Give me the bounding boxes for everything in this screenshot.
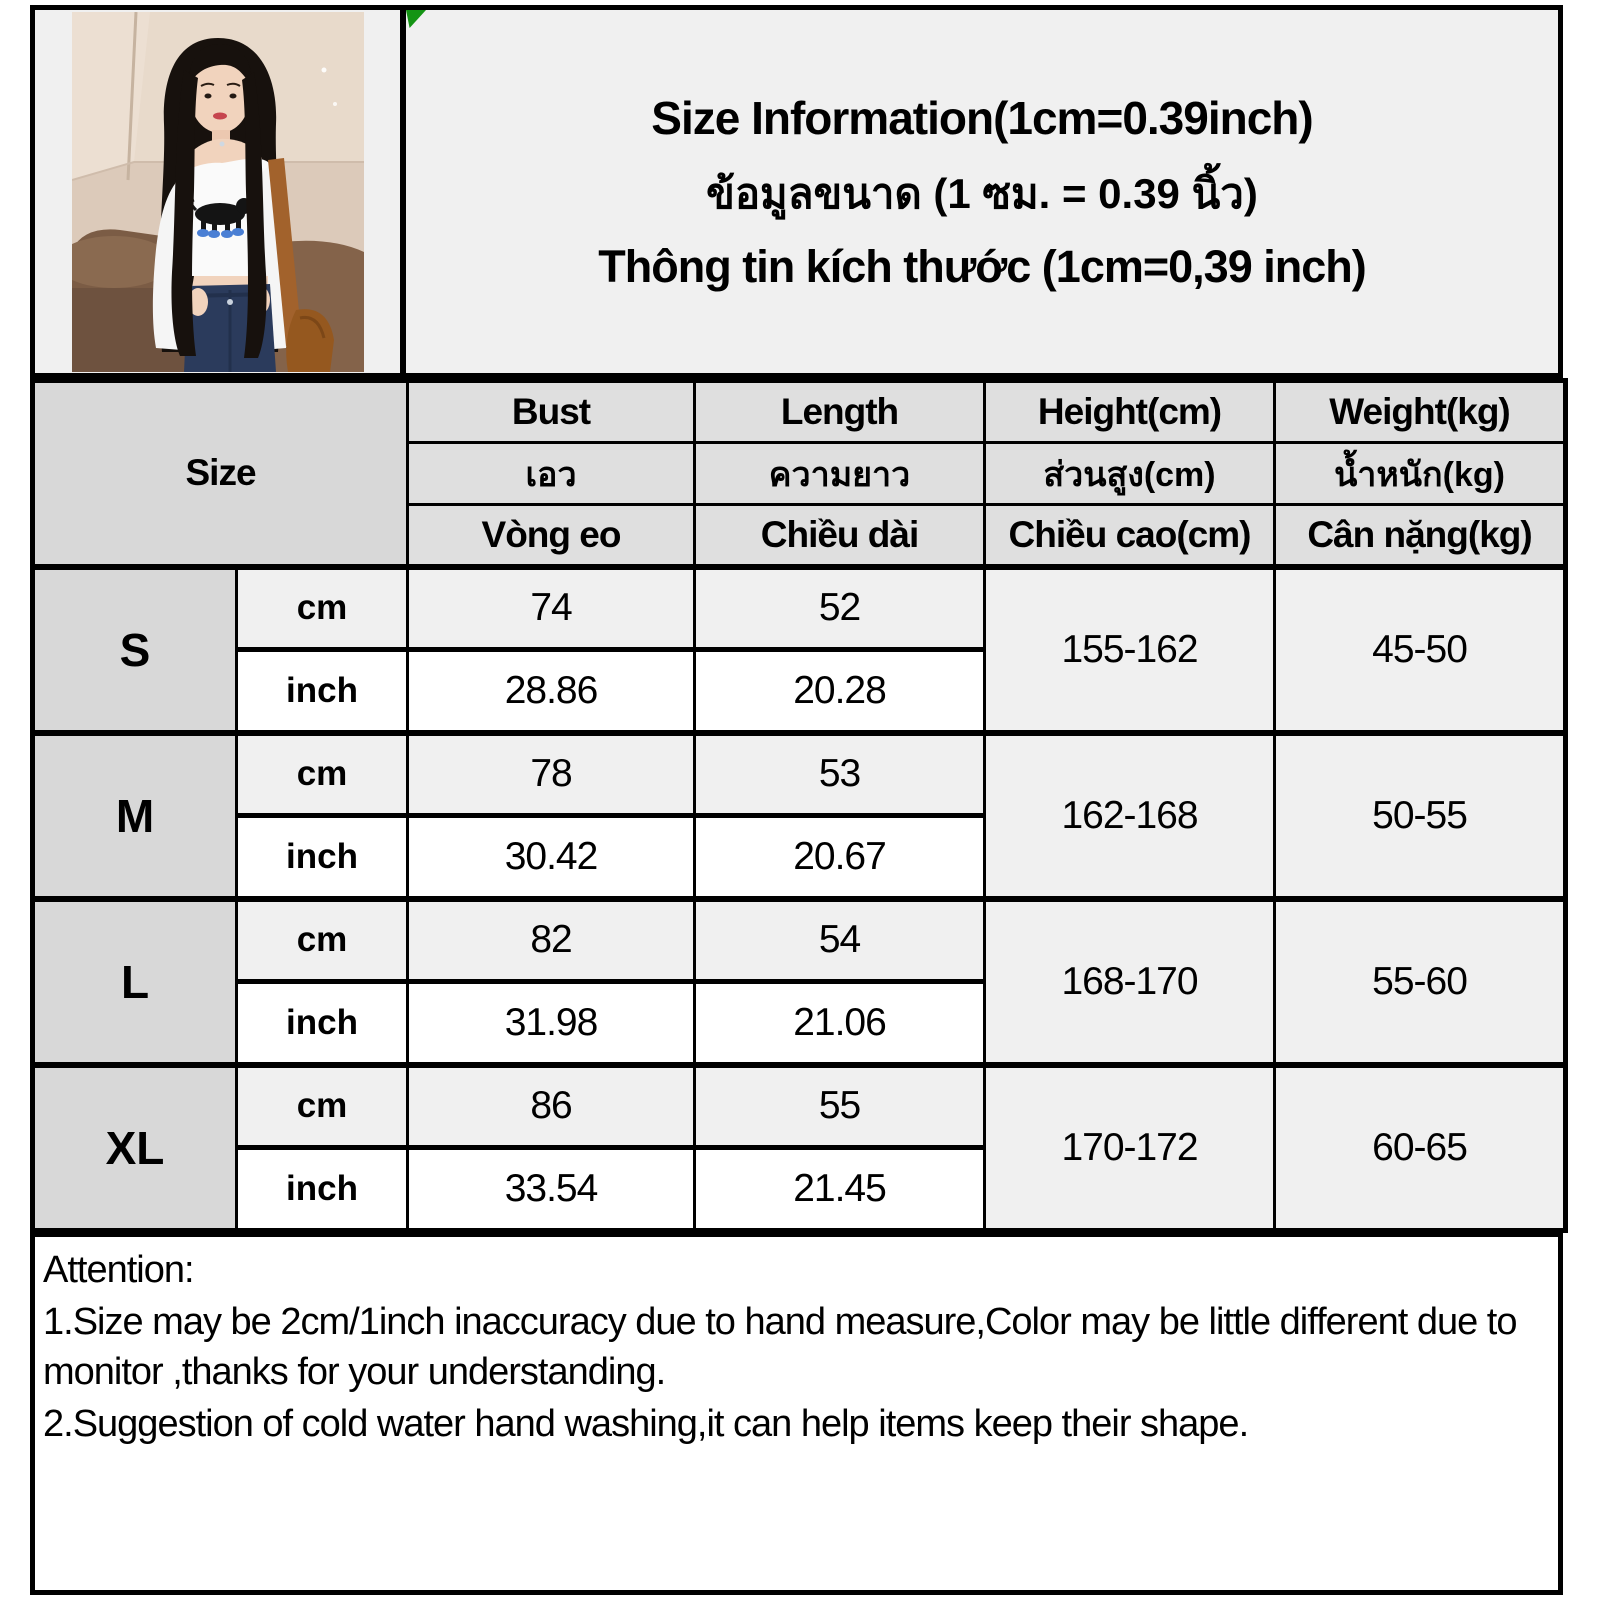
table-row: XL cm 86 55 170-172 60-65 — [31, 1061, 1568, 1232]
attention-box: Attention: 1.Size may be 2cm/1inch inacc… — [30, 1233, 1563, 1595]
title-line-th: ข้อมูลขนาด (1 ซม. = 0.39 นิ้ว) — [706, 169, 1258, 217]
s-length-cm: 52 — [693, 563, 987, 651]
col-header-bust-th: เอว — [406, 441, 697, 506]
l-height: 168-170 — [983, 895, 1277, 1066]
unit-label-inch: inch — [234, 647, 410, 734]
size-table: Size Bust Length Height(cm) Weight(kg) เ… — [30, 378, 1569, 1233]
s-height: 155-162 — [983, 563, 1277, 734]
s-bust-inch: 28.86 — [406, 647, 697, 734]
top-section: Size Information(1cm=0.39inch) ข้อมูลขนา… — [30, 5, 1563, 378]
col-header-height-vi: Chiều cao(cm) — [983, 503, 1277, 568]
col-header-weight-th: น้ำหนัก(kg) — [1273, 441, 1568, 506]
l-bust-inch: 31.98 — [406, 979, 697, 1066]
xl-weight: 60-65 — [1273, 1061, 1568, 1232]
col-header-bust-en: Bust — [406, 379, 697, 444]
m-length-cm: 53 — [693, 729, 987, 817]
col-header-weight-en: Weight(kg) — [1273, 379, 1568, 444]
xl-length-inch: 21.45 — [693, 1145, 987, 1232]
table-row: inch 31.98 21.06 — [33, 979, 1566, 1066]
m-bust-cm: 78 — [406, 729, 697, 817]
s-weight: 45-50 — [1273, 563, 1568, 734]
s-bust-cm: 74 — [406, 563, 697, 651]
xl-length-cm: 55 — [693, 1061, 987, 1149]
l-weight: 55-60 — [1273, 895, 1568, 1066]
m-bust-inch: 30.42 — [406, 813, 697, 900]
l-length-inch: 21.06 — [693, 979, 987, 1066]
col-header-bust-vi: Vòng eo — [406, 503, 697, 568]
header-row-en: Size Bust Length Height(cm) Weight(kg) — [30, 379, 1568, 568]
corner-flag-icon — [406, 10, 426, 28]
col-header-length-vi: Chiều dài — [693, 503, 987, 568]
size-label-l: L — [31, 895, 238, 1066]
table-row: inch 28.86 20.28 — [33, 647, 1566, 734]
product-photo-cell — [30, 5, 405, 378]
title-cell: Size Information(1cm=0.39inch) ข้อมูลขนา… — [400, 5, 1563, 378]
unit-label-cm: cm — [234, 729, 410, 817]
xl-bust-cm: 86 — [406, 1061, 697, 1149]
unit-label-cm: cm — [234, 895, 410, 983]
attention-note-2: 2.Suggestion of cold water hand washing,… — [43, 1403, 1249, 1445]
size-corner-header: Size — [30, 379, 410, 568]
xl-height: 170-172 — [983, 1061, 1277, 1232]
model-photo — [71, 11, 364, 372]
attention-heading: Attention: — [43, 1249, 195, 1291]
m-length-inch: 20.67 — [693, 813, 987, 900]
table-row: inch 33.54 21.45 — [33, 1145, 1566, 1232]
header-row-th: เอว ความยาว ส่วนสูง(cm) น้ำหนัก(kg) — [33, 441, 1568, 506]
header-row-vi: Vòng eo Chiều dài Chiều cao(cm) Cân nặng… — [33, 503, 1568, 568]
unit-label-cm: cm — [234, 1061, 410, 1149]
m-height: 162-168 — [983, 729, 1277, 900]
col-header-height-th: ส่วนสูง(cm) — [983, 441, 1277, 506]
l-bust-cm: 82 — [406, 895, 697, 983]
col-header-length-en: Length — [693, 379, 987, 444]
unit-label-inch: inch — [234, 1145, 410, 1232]
m-weight: 50-55 — [1273, 729, 1568, 900]
table-row: L cm 82 54 168-170 55-60 — [31, 895, 1568, 1066]
unit-label-inch: inch — [234, 813, 410, 900]
size-label-xl: XL — [31, 1061, 238, 1232]
attention-note-1: 1.Size may be 2cm/1inch inaccuracy due t… — [43, 1301, 1517, 1393]
col-header-height-en: Height(cm) — [983, 379, 1277, 444]
table-row: S cm 74 52 155-162 45-50 — [31, 563, 1568, 734]
size-label-s: S — [31, 563, 238, 734]
col-header-length-th: ความยาว — [693, 441, 987, 506]
unit-label-cm: cm — [234, 563, 410, 651]
size-label-m: M — [31, 729, 238, 900]
unit-label-inch: inch — [234, 979, 410, 1066]
xl-bust-inch: 33.54 — [406, 1145, 697, 1232]
table-row: M cm 78 53 162-168 50-55 — [31, 729, 1568, 900]
table-row: inch 30.42 20.67 — [33, 813, 1566, 900]
col-header-weight-vi: Cân nặng(kg) — [1273, 503, 1568, 568]
s-length-inch: 20.28 — [693, 647, 987, 734]
l-length-cm: 54 — [693, 895, 987, 983]
title-line-vi: Thông tin kích thước (1cm=0,39 inch) — [598, 240, 1366, 292]
size-chart-sheet: Size Information(1cm=0.39inch) ข้อมูลขนา… — [30, 5, 1569, 1595]
title-line-en: Size Information(1cm=0.39inch) — [651, 91, 1313, 144]
